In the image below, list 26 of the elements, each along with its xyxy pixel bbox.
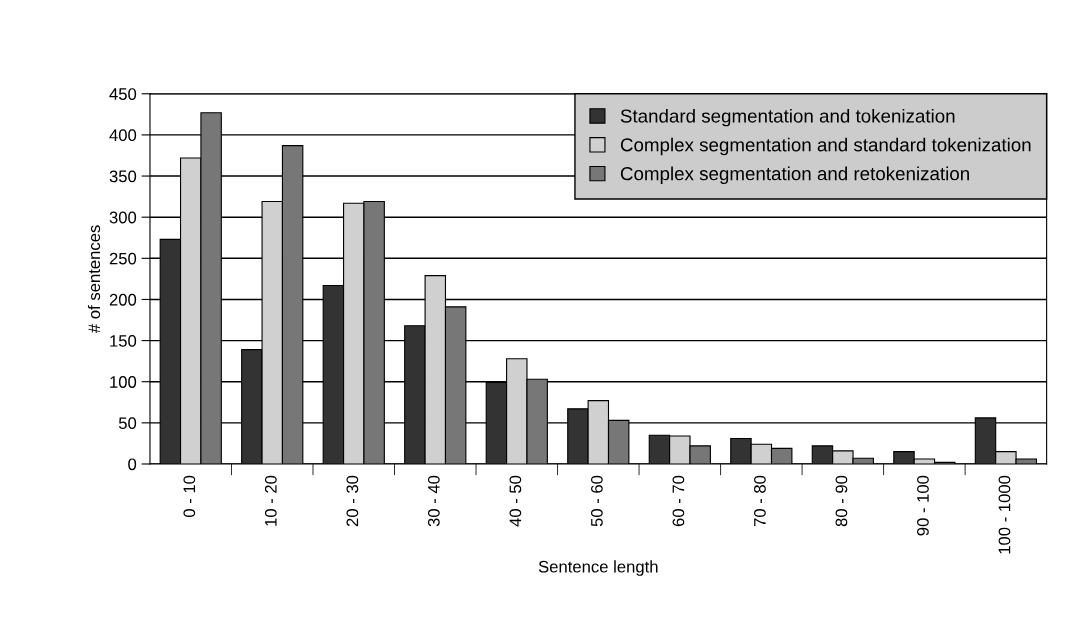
y-tick-label: 100 (110, 376, 137, 388)
x-tick-label: 20 - 30 (346, 475, 359, 527)
x-tick-label: 90 - 100 (917, 475, 929, 536)
x-tick-label: 30 - 40 (427, 475, 440, 527)
y-axis-title: # of sentences (87, 225, 101, 334)
y-tick-label: 300 (109, 211, 137, 224)
x-tick-label: 50 - 60 (590, 475, 603, 527)
y-tick-label: 150 (110, 334, 137, 347)
x-tick-label: 70 - 80 (754, 475, 766, 527)
y-tick-label: 50 (118, 417, 137, 430)
x-tick-label: 40 - 50 (509, 475, 522, 527)
y-tick-label: 350 (109, 170, 137, 183)
x-tick-label: 100 - 1000 (998, 475, 1011, 554)
y-tick-label: 200 (109, 293, 137, 306)
legend-label: Complex segmentation and retokenization (620, 166, 969, 185)
legend-label: Standard segmentation and tokenization (620, 108, 955, 127)
x-tick-label: 10 - 20 (264, 475, 277, 526)
legend-label: Complex segmentation and standard tokenization (620, 137, 1031, 156)
x-tick-label: 0 - 10 (183, 475, 196, 518)
y-tick-label: 450 (109, 88, 137, 100)
x-axis-title: Sentence length (538, 560, 658, 576)
y-tick-label: 400 (109, 129, 137, 142)
y-tick-label: 250 (109, 252, 137, 265)
y-tick-label: 0 (128, 458, 137, 471)
x-tick-label: 60 - 70 (672, 475, 685, 527)
x-tick-label: 80 - 90 (835, 475, 848, 527)
